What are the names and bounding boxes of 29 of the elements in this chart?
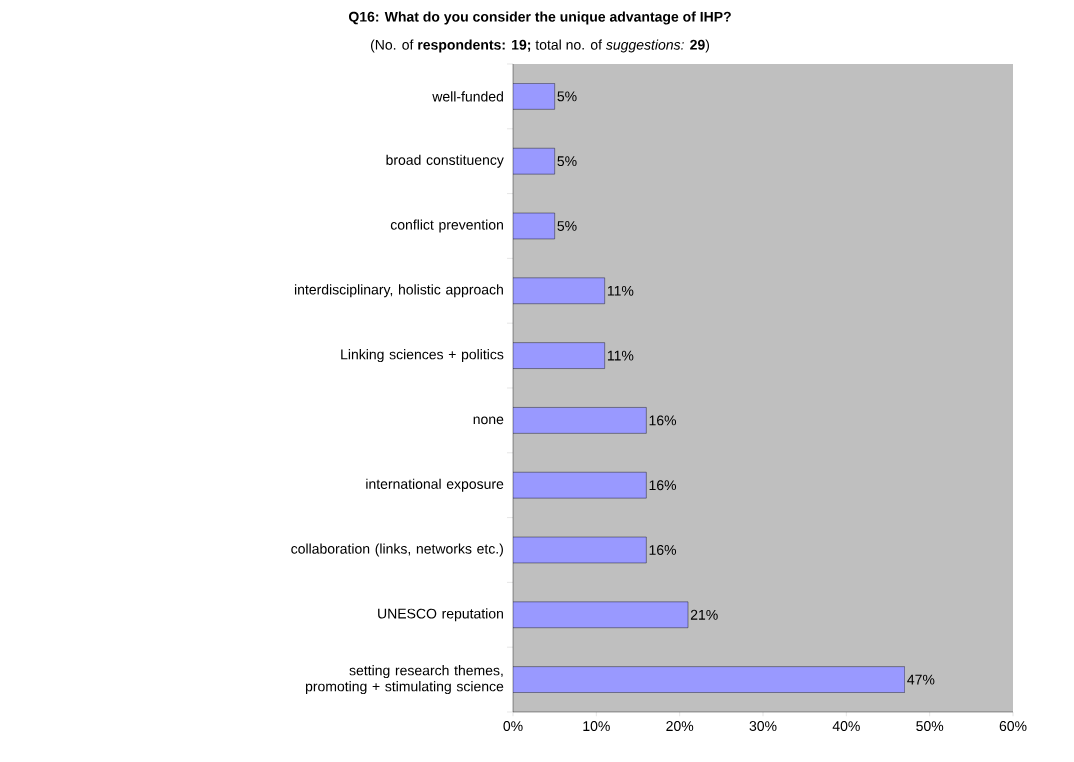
data-label: 11%: [607, 350, 634, 361]
x-tick-label: 10%: [583, 721, 610, 732]
data-label: 5%: [557, 221, 577, 231]
y-tick-label: interdisciplinary, holistic approach: [294, 284, 503, 298]
x-tick-label: 50%: [916, 721, 944, 732]
y-tick-label: conflict prevention: [390, 219, 503, 233]
y-tick-label: none: [473, 416, 504, 425]
data-label: 16%: [649, 480, 677, 491]
x-tick-label: 30%: [749, 721, 777, 732]
x-tick-label: 40%: [832, 721, 860, 732]
y-tick-label: collaboration (links, networks etc.): [291, 543, 503, 557]
y-tick-label: broad constituency: [386, 154, 504, 168]
data-label: 5%: [557, 156, 577, 167]
y-tick-label: UNESCO reputation: [378, 608, 503, 622]
chart-title: Q16: What do you consider the unique advantage of IHP?: [348, 11, 731, 25]
data-label: 5%: [557, 91, 577, 102]
data-label: 11%: [607, 285, 634, 296]
x-tick-label: 0%: [503, 721, 523, 732]
y-tick-label: well-funded: [432, 91, 503, 102]
y-tick-label: international exposure: [366, 478, 504, 492]
x-tick-label: 20%: [666, 721, 694, 732]
chart-subtitle: (No. of respondents: 19; total no. of suggestions: 29): [370, 39, 710, 53]
y-tick-label: setting research themes, promoting + stimulating science: [305, 665, 504, 695]
data-label: 16%: [649, 545, 677, 555]
data-label: 47%: [907, 674, 935, 685]
data-label: 21%: [690, 609, 718, 620]
y-tick-label: Linking sciences + politics: [341, 349, 504, 363]
data-label: 16%: [649, 415, 677, 426]
x-tick-label: 60%: [999, 721, 1027, 732]
